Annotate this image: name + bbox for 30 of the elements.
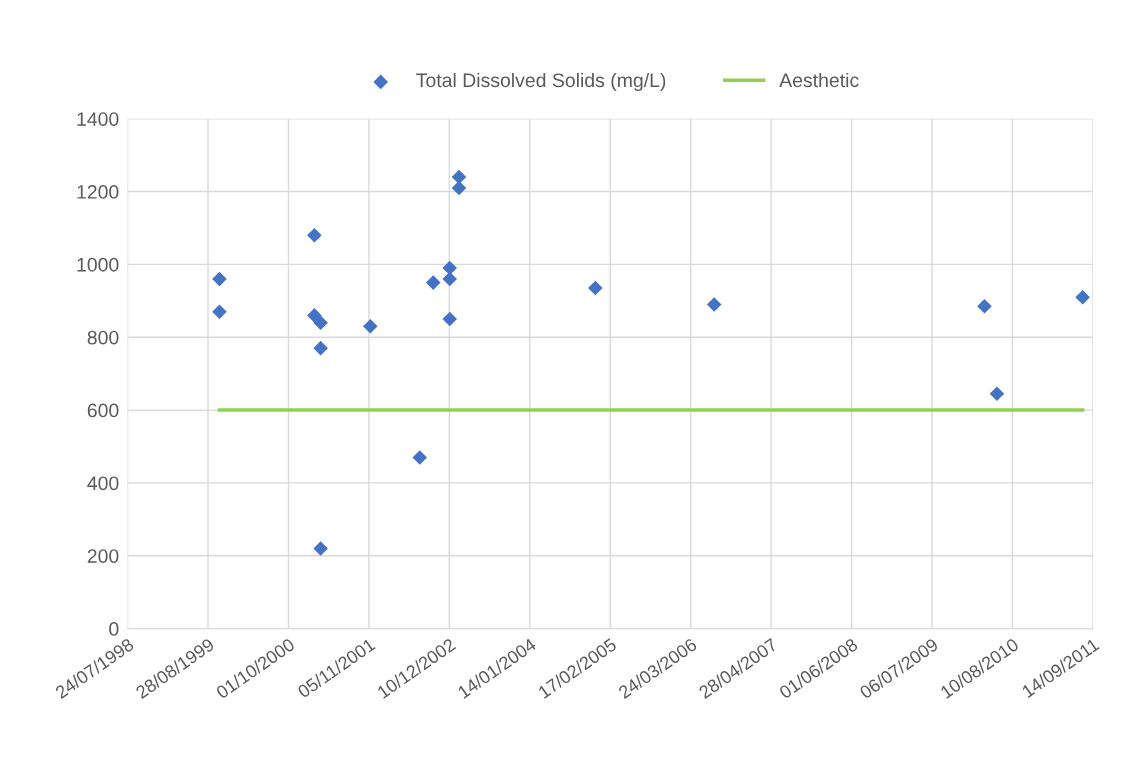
point xyxy=(706,297,722,312)
y-tick-label: 800 xyxy=(87,330,119,345)
point xyxy=(977,298,992,314)
legend-label: Aesthetic xyxy=(779,72,859,88)
y-tick-label: 1200 xyxy=(77,185,119,199)
point xyxy=(307,227,322,243)
point xyxy=(451,169,467,185)
legend-label: Total Dissolved Solids (mg/L) xyxy=(416,72,666,92)
y-tick-label: 1400 xyxy=(77,112,119,126)
point xyxy=(412,450,428,465)
y-tick-label: 0 xyxy=(109,622,119,636)
y-tick-label: 600 xyxy=(87,403,119,418)
point xyxy=(212,271,227,287)
y-tick-label: 400 xyxy=(87,476,119,491)
y-tick-label: 200 xyxy=(87,549,119,563)
point xyxy=(212,304,227,320)
point xyxy=(363,319,378,334)
point xyxy=(313,315,328,330)
point xyxy=(425,275,441,290)
point xyxy=(451,180,467,196)
point xyxy=(442,311,458,327)
point xyxy=(442,260,458,276)
point xyxy=(313,541,328,556)
point xyxy=(307,308,322,323)
point xyxy=(588,280,603,296)
y-tick-label: 1000 xyxy=(77,257,119,272)
point xyxy=(1075,289,1090,305)
point xyxy=(313,340,328,356)
point xyxy=(442,271,458,287)
point xyxy=(989,386,1005,401)
